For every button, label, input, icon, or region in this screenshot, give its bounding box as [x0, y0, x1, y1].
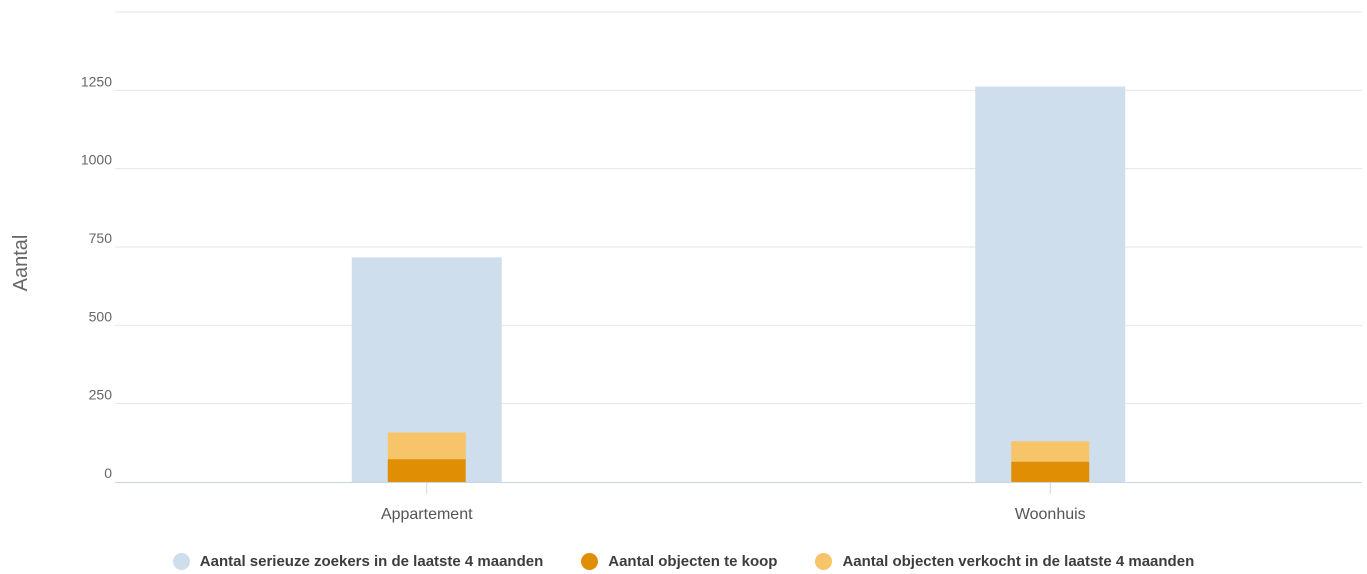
legend-item-te-koop[interactable]: Aantal objecten te koop: [581, 553, 777, 570]
y-axis-title: Aantal: [10, 235, 32, 292]
y-tick-label: 250: [89, 387, 113, 403]
y-tick-label: 1250: [81, 73, 112, 89]
bars: [351, 86, 1126, 482]
legend: Aantal serieuze zoekers in de laatste 4 …: [0, 553, 1367, 570]
bar-objecten-woonhuis: [1011, 461, 1090, 482]
axes: 0 250 500 750 1000 1250 Appartement Woonhuis: [81, 73, 1362, 523]
legend-swatch-te-koop: [581, 553, 599, 570]
bar-objecten-woonhuis: [1011, 441, 1090, 462]
legend-swatch-verkocht: [815, 553, 833, 570]
legend-label-te-koop: Aantal objecten te koop: [608, 553, 778, 570]
gridlines: [115, 11, 1362, 405]
x-tick-label: Woonhuis: [1015, 506, 1086, 523]
bar-objecten-appartement: [387, 459, 466, 482]
y-tick-label: 1000: [81, 152, 112, 168]
y-tick-label: 0: [104, 465, 112, 481]
legend-item-zoekers[interactable]: Aantal serieuze zoekers in de laatste 4 …: [172, 553, 544, 570]
y-tick-label: 750: [89, 230, 113, 246]
bar-zoekers-woonhuis: [975, 86, 1126, 482]
legend-item-verkocht[interactable]: Aantal objecten verkocht in de laatste 4…: [815, 553, 1194, 570]
x-tick-label: Appartement: [381, 506, 473, 523]
y-tick-label: 500: [89, 308, 113, 324]
bar-objecten-appartement: [387, 432, 466, 460]
legend-swatch-zoekers: [172, 553, 190, 570]
legend-label-zoekers: Aantal serieuze zoekers in de laatste 4 …: [199, 553, 544, 570]
legend-label-verkocht: Aantal objecten verkocht in de laatste 4…: [842, 553, 1195, 570]
plot-area: 0 250 500 750 1000 1250 Appartement Woonhuis Aa…: [10, 11, 1362, 523]
